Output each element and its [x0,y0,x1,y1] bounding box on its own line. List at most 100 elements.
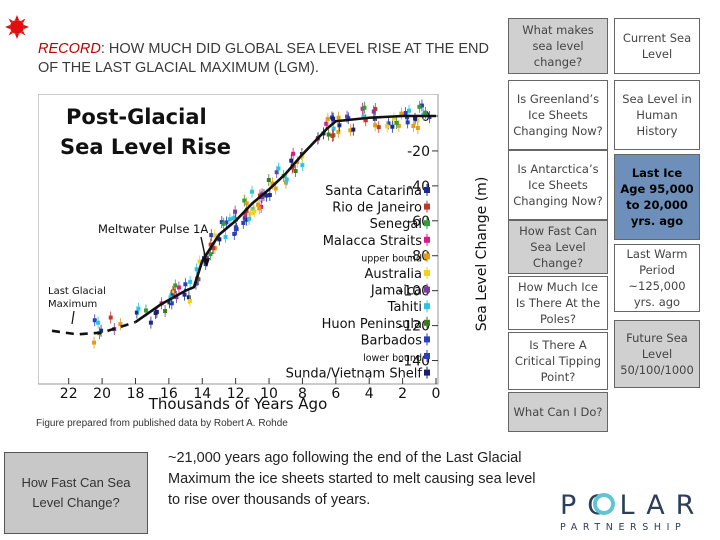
data-point [293,169,298,174]
nav-last-warm-period[interactable]: Last Warm Period ~125,000 yrs. ago [614,244,700,312]
data-point [417,104,422,109]
data-point [351,127,356,132]
sea-level-chart: 0-20-40-60-80-100-120-140222018161412108… [38,94,496,414]
legend-label: Santa Catarina [325,184,422,199]
nav-last-ice-age[interactable]: Last Ice Age 95,000 to 20,000 yrs. ago [614,154,700,240]
data-point [186,295,191,300]
data-point [224,220,229,225]
data-point [411,124,416,129]
legend-marker [424,270,430,276]
data-point [99,328,104,333]
data-point [274,170,279,175]
data-point [170,290,175,295]
data-point [183,282,188,287]
legend-label: Huon Peninsula [322,317,422,332]
data-point [392,116,397,121]
nav-how-fast-sea-level[interactable]: How Fast Can Sea Level Change? [508,220,608,274]
data-point [348,128,353,133]
data-point [227,217,232,222]
data-point [300,163,305,168]
data-point [194,267,199,272]
legend-label: Sunda/Vietnam Shelf [286,367,423,382]
data-point [390,124,395,129]
y-tick-label: -20 [407,144,430,160]
meltwater-arrowhead [202,258,210,267]
data-point [244,201,249,206]
data-point [211,246,216,251]
chart-title: Post-Glacial [66,105,207,129]
x-tick-label: 16 [160,386,178,402]
data-point [403,111,408,116]
data-point [134,310,139,315]
data-point [231,216,236,221]
data-point [326,132,331,137]
data-point [221,221,226,226]
y-tick-label: -120 [398,319,430,335]
data-point [208,252,213,257]
annotation-lgm-line2: Maximum [48,299,97,310]
x-tick-label: 10 [260,386,278,402]
nav-what-can-i-do[interactable]: What Can I Do? [508,392,608,432]
y-tick-label: -80 [407,249,430,265]
data-point [330,133,335,138]
nav-future-sea-level[interactable]: Future Sea Level 50/100/1000 [614,320,700,388]
data-point [376,125,381,130]
y-axis-label: Sea Level Change (m) [474,177,490,332]
legend-label: Barbados [361,333,423,348]
x-tick-label: 22 [60,386,78,402]
data-point [209,233,214,238]
data-point [148,320,153,325]
nav-ice-at-poles[interactable]: How Much Ice Is There At the Poles? [508,276,608,330]
data-point [396,123,401,128]
data-point [242,198,247,203]
y-tick-label: -100 [398,284,430,300]
data-point [362,105,367,110]
data-point [419,103,424,108]
legend-label: lower bound [363,353,422,364]
data-point [243,211,248,216]
data-point [405,120,410,125]
nav-antarctica[interactable]: Is Antarctica’s Ice Sheets Changing Now? [508,150,608,220]
legend-label: upper bound [361,253,422,264]
nav-current-sea-level[interactable]: Current Sea Level [614,18,700,74]
data-point [394,120,399,125]
data-point [346,116,351,121]
x-tick-label: 0 [432,386,441,402]
data-point [173,283,178,288]
data-point [232,231,237,236]
x-tick-label: 6 [331,386,340,402]
data-point [423,111,428,116]
data-point [208,242,213,247]
how-fast-sea-level-button[interactable]: How Fast Can Sea Level Change? [4,452,148,534]
data-point [118,322,123,327]
data-point [407,108,412,113]
nav-greenland[interactable]: Is Greenland’s Ice Sheets Changing Now? [508,80,608,150]
legend-marker [424,286,430,293]
x-tick-label: 18 [127,386,145,402]
legend-label: Malacca Straits [323,234,423,249]
data-point [283,180,288,185]
legend-marker [424,336,430,343]
data-point [371,109,376,114]
data-point [143,308,148,313]
data-point [385,124,390,129]
data-point [176,285,181,290]
summary-text: ~21,000 years ago following the end of t… [168,450,536,508]
data-point [212,233,217,238]
data-point [188,279,193,284]
legend-label: Tahiti [387,300,422,315]
data-point [197,259,202,264]
data-point [284,177,289,182]
data-point [233,225,238,230]
sea-level-curve [134,114,436,324]
nav-tipping-point[interactable]: Is There A Critical Tipping Point? [508,332,608,390]
nav-sea-level-human-history[interactable]: Sea Level in Human History [614,80,700,150]
legend-label: Rio de Janeiro [332,201,422,216]
x-tick-label: 2 [398,386,407,402]
nav-what-makes-sea-level-change[interactable]: What makes sea level change? [508,18,608,74]
data-point [169,293,174,298]
x-tick-label: 12 [227,386,245,402]
data-point [241,220,246,225]
data-point [163,309,168,314]
data-point [386,121,391,126]
